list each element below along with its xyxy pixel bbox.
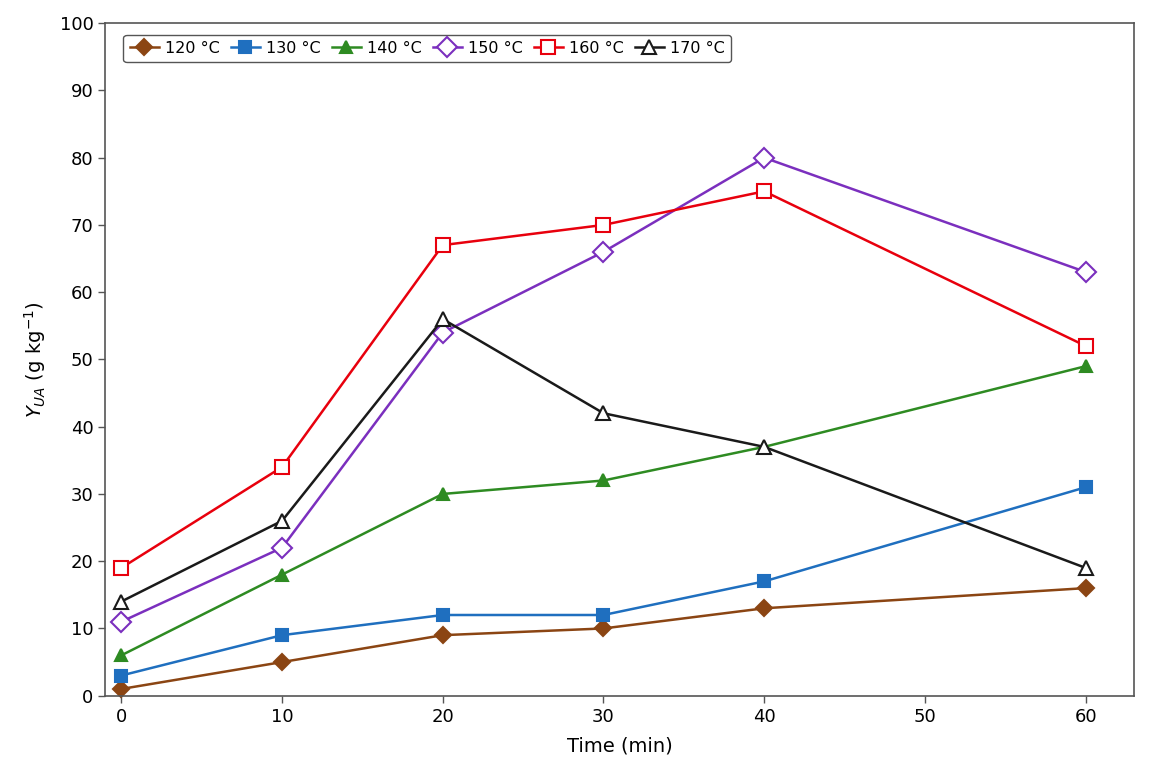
- 140 °C: [275, 570, 289, 579]
- 170 °C: [275, 516, 289, 526]
- 150 °C: [436, 328, 450, 337]
- 150 °C: [1079, 267, 1093, 277]
- 160 °C: [596, 220, 610, 230]
- Line: 160 °C: 160 °C: [115, 185, 1093, 575]
- 120 °C: [436, 631, 450, 640]
- 170 °C: [115, 597, 129, 606]
- Line: 140 °C: 140 °C: [115, 360, 1092, 662]
- 150 °C: [596, 247, 610, 257]
- 120 °C: [1079, 584, 1093, 593]
- 170 °C: [1079, 564, 1093, 573]
- 130 °C: [1079, 482, 1093, 492]
- Line: 150 °C: 150 °C: [115, 151, 1093, 628]
- 140 °C: [115, 651, 129, 660]
- 160 °C: [758, 186, 772, 196]
- 160 °C: [1079, 342, 1093, 351]
- 130 °C: [596, 611, 610, 620]
- X-axis label: Time (min): Time (min): [567, 737, 672, 756]
- 160 °C: [115, 564, 129, 573]
- 160 °C: [275, 462, 289, 472]
- 170 °C: [758, 442, 772, 451]
- Line: 130 °C: 130 °C: [116, 482, 1092, 681]
- 140 °C: [436, 489, 450, 499]
- 120 °C: [758, 604, 772, 613]
- 150 °C: [275, 543, 289, 553]
- 140 °C: [596, 476, 610, 485]
- 120 °C: [275, 657, 289, 666]
- Legend: 120 °C, 130 °C, 140 °C, 150 °C, 160 °C, 170 °C: 120 °C, 130 °C, 140 °C, 150 °C, 160 °C, …: [124, 35, 732, 63]
- 120 °C: [115, 684, 129, 693]
- 160 °C: [436, 240, 450, 250]
- 130 °C: [758, 577, 772, 586]
- 130 °C: [115, 671, 129, 680]
- 170 °C: [436, 315, 450, 324]
- Line: 120 °C: 120 °C: [116, 583, 1092, 694]
- Y-axis label: $Y_{UA}$ (g kg$^{-1}$): $Y_{UA}$ (g kg$^{-1}$): [22, 301, 48, 417]
- Line: 170 °C: 170 °C: [115, 312, 1093, 608]
- 150 °C: [758, 153, 772, 162]
- 130 °C: [436, 611, 450, 620]
- 170 °C: [596, 409, 610, 418]
- 150 °C: [115, 617, 129, 626]
- 120 °C: [596, 624, 610, 633]
- 140 °C: [1079, 362, 1093, 371]
- 130 °C: [275, 631, 289, 640]
- 140 °C: [758, 442, 772, 451]
